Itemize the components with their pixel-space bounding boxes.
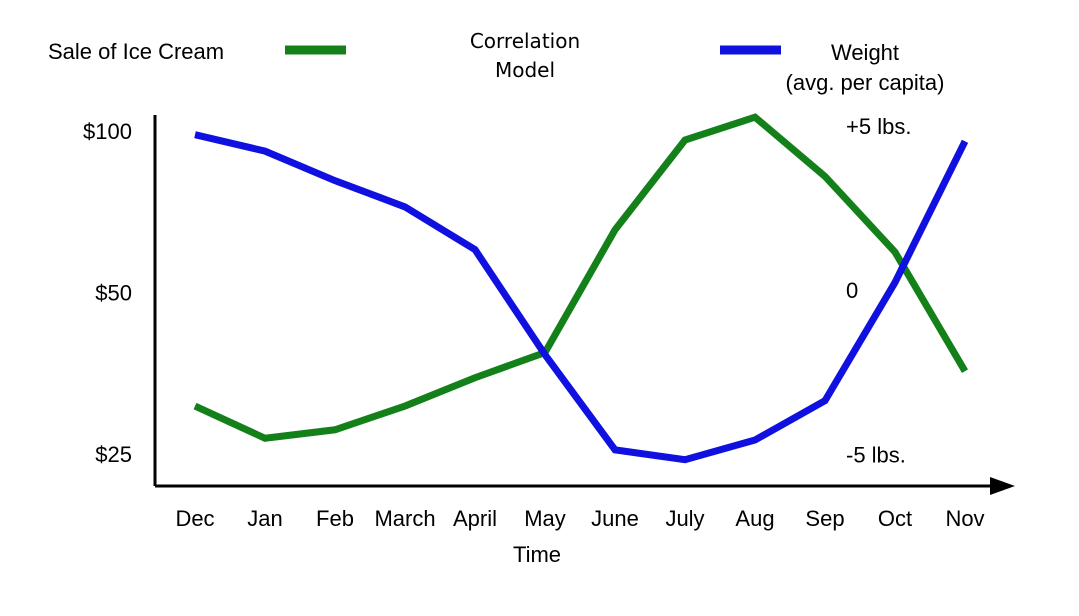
y2-tick-label: +5 lbs. — [846, 114, 911, 139]
x-tick-label: Aug — [735, 506, 774, 531]
series-line — [193, 113, 969, 442]
x-tick-label: Dec — [175, 506, 214, 531]
x-tick-label: May — [524, 506, 566, 531]
x-tick-label: Oct — [878, 506, 912, 531]
x-tick-label: Jan — [247, 506, 282, 531]
x-tick-label: Feb — [316, 506, 354, 531]
x-tick-label: June — [591, 506, 639, 531]
legend-label: Weight (avg. per capita) — [785, 40, 945, 95]
y-tick-label: $50 — [95, 280, 132, 305]
legend-label: Sale of Ice Cream — [48, 39, 225, 64]
x-tick-label: July — [665, 506, 704, 531]
y-tick-label: $100 — [83, 119, 132, 144]
y-tick-label: $25 — [95, 442, 132, 467]
x-tick-label: March — [374, 506, 435, 531]
y2-tick-label: 0 — [846, 278, 858, 303]
series-line — [194, 131, 969, 464]
x-axis-label: Time — [513, 542, 561, 567]
y2-tick-label: -5 lbs. — [846, 442, 906, 467]
x-tick-label: April — [453, 506, 497, 531]
x-axis-arrow — [990, 477, 1015, 495]
x-tick-label: Nov — [945, 506, 984, 531]
x-tick-label: Sep — [805, 506, 844, 531]
chart-title: Correlation Model — [469, 29, 581, 82]
